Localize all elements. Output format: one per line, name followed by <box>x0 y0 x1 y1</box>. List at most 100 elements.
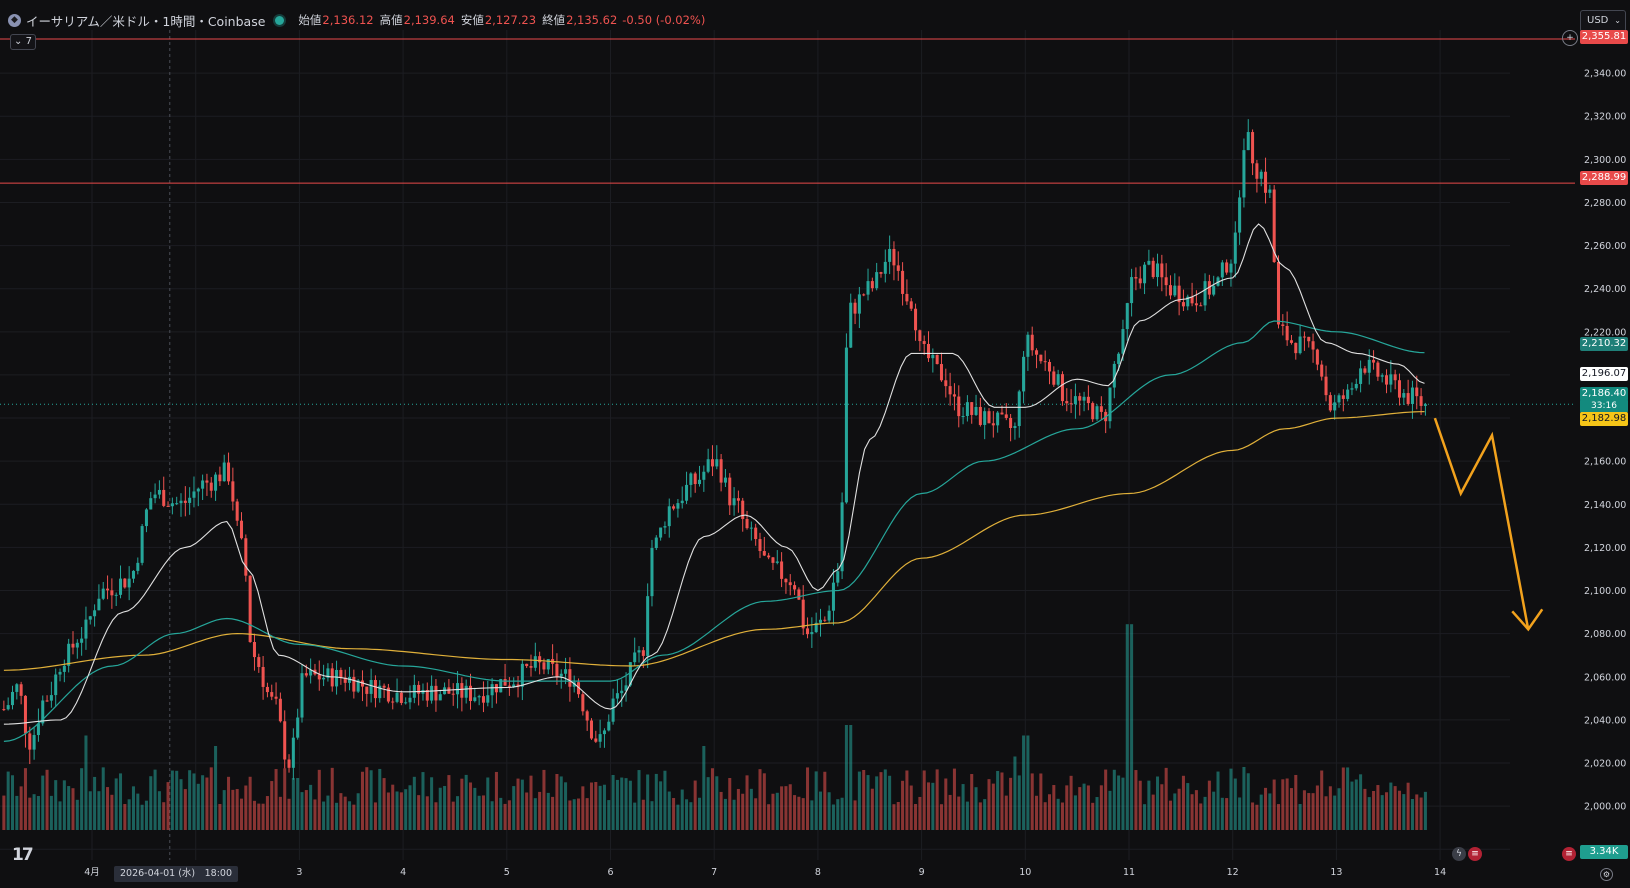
volume-bar <box>1022 735 1026 830</box>
x-tick-label: 3 <box>296 867 302 878</box>
volume-bar <box>615 779 619 830</box>
candle-body <box>1423 404 1427 406</box>
resistance-price-tag: 2,288.99 <box>1580 171 1628 185</box>
candlesticks <box>2 119 1427 780</box>
volume-bar <box>1125 624 1129 830</box>
volume-bar <box>914 803 918 830</box>
volume-bar <box>1346 767 1350 830</box>
candle-body <box>862 294 866 296</box>
volume-bar <box>676 804 680 830</box>
candle-body <box>309 669 313 676</box>
candle-body <box>944 380 948 387</box>
tradingview-logo[interactable]: 17 <box>12 845 34 865</box>
candle-body <box>615 693 619 699</box>
volume-bar <box>218 803 222 830</box>
volume-bar <box>888 775 892 830</box>
candle-body <box>97 598 101 611</box>
volume-bar <box>304 790 308 830</box>
volume-bar <box>1397 790 1401 830</box>
volume-bar <box>1307 793 1311 830</box>
currency-selector[interactable]: USD ⌄ <box>1580 10 1626 32</box>
candle-body <box>1060 374 1064 402</box>
volume-bar <box>1385 792 1389 830</box>
candle-body <box>667 506 671 527</box>
volume-bar <box>119 773 123 830</box>
candle-body <box>961 416 965 418</box>
us-flag-icon[interactable]: ≡ <box>1468 847 1482 861</box>
lightning-icon[interactable]: ϟ <box>1452 847 1466 861</box>
volume-bar <box>356 793 360 830</box>
candle-body <box>1134 277 1138 279</box>
candle-body <box>749 527 753 529</box>
indicator-toggle-button[interactable]: ⌄ 7 <box>10 34 36 50</box>
candle-body <box>1285 325 1289 341</box>
change-value: -0.50 (-0.02%) <box>622 13 706 27</box>
volume-bar <box>395 791 399 830</box>
y-tick-label: 2,020.00 <box>1584 758 1626 769</box>
candle-body <box>844 347 848 503</box>
volume-bar <box>88 791 92 830</box>
volume-bar <box>365 767 369 830</box>
candle-body <box>335 669 339 687</box>
candle-body <box>646 596 650 656</box>
candle-body <box>235 501 239 521</box>
candle-body <box>1311 341 1315 350</box>
ma-white-price-tag: 2,196.07 <box>1580 367 1628 381</box>
volume-bar <box>875 776 879 830</box>
volume-bar <box>67 786 71 830</box>
candle-body <box>1393 374 1397 381</box>
candle-body <box>1047 361 1052 372</box>
candle-body <box>468 685 473 702</box>
volume-bar <box>1354 779 1358 830</box>
volume-bar <box>1004 795 1008 830</box>
candle-body <box>404 702 408 704</box>
candle-body <box>19 684 23 696</box>
volume-bar <box>252 800 256 830</box>
us-flag-icon[interactable]: ≡ <box>1562 847 1576 861</box>
volume-bar <box>957 796 961 830</box>
candle-body <box>378 685 382 699</box>
volume-bar <box>248 776 252 830</box>
candle-body <box>507 685 511 687</box>
volume-bar <box>1138 780 1142 830</box>
volume-bar <box>944 778 948 830</box>
volume-bar <box>309 784 313 830</box>
candle-body <box>1333 402 1337 411</box>
candle-body <box>80 638 84 643</box>
volume-bar <box>503 803 507 830</box>
volume-bar <box>1181 775 1185 830</box>
volume-bar <box>909 785 913 830</box>
settings-gear-icon[interactable]: ⚙ <box>1600 868 1613 881</box>
candle-body <box>823 619 827 621</box>
volume-bar <box>127 799 131 830</box>
candle-body <box>1298 336 1302 354</box>
ma-white-line <box>3 223 1425 725</box>
candle-body <box>745 519 749 529</box>
volume-bar <box>360 771 364 830</box>
candle-body <box>101 588 105 599</box>
volume-bar <box>2 795 6 830</box>
volume-bar <box>1380 795 1384 830</box>
candle-body <box>996 412 1000 426</box>
candle-body <box>261 666 265 687</box>
candle-body <box>1268 189 1272 193</box>
volume-bar <box>1177 788 1181 830</box>
candle-body <box>1302 336 1306 338</box>
candle-body <box>1164 277 1168 286</box>
candle-body <box>36 723 40 736</box>
candle-body <box>741 500 745 520</box>
volume-bar <box>93 776 97 830</box>
candle-body <box>201 480 205 489</box>
candle-body <box>395 692 399 702</box>
volume-bar <box>831 804 835 830</box>
chart-title[interactable]: イーサリアム／米ドル・1時間・Coinbase <box>26 13 266 29</box>
candle-body <box>1406 393 1410 404</box>
low-value: 2,127.23 <box>484 13 537 27</box>
candle-body <box>577 682 581 695</box>
candle-body <box>408 697 412 703</box>
x-tick-label: 5 <box>504 867 510 878</box>
add-alert-icon[interactable]: + <box>1562 30 1578 46</box>
volume-bar <box>378 768 382 830</box>
volume-bar <box>853 800 857 830</box>
